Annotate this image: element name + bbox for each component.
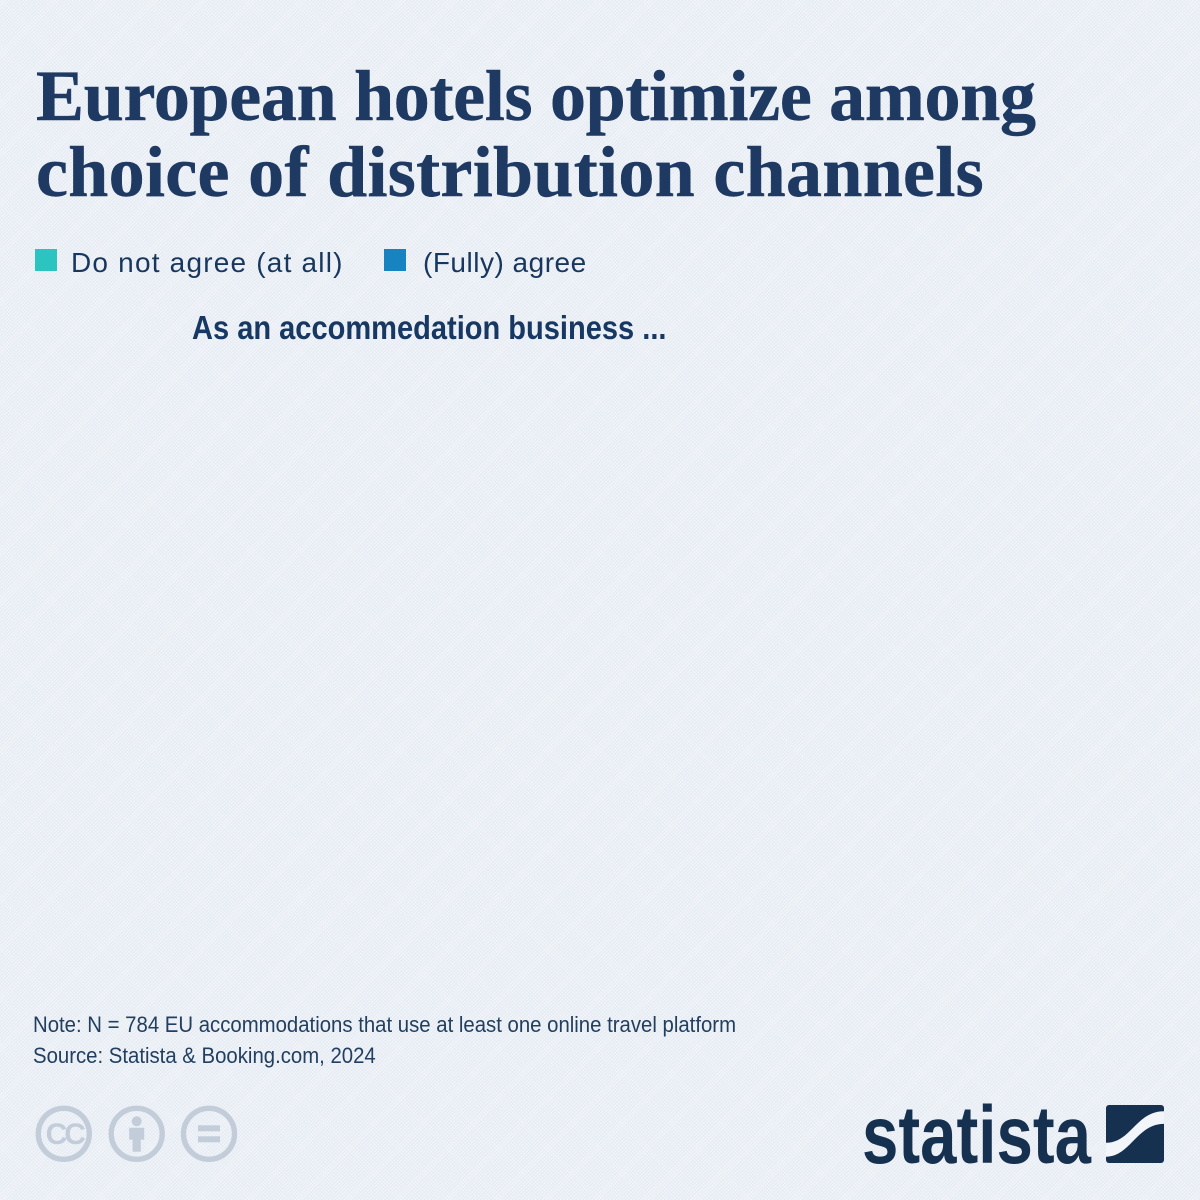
svg-text:statista: statista	[862, 1100, 1092, 1170]
svg-text:CC: CC	[46, 1118, 86, 1151]
